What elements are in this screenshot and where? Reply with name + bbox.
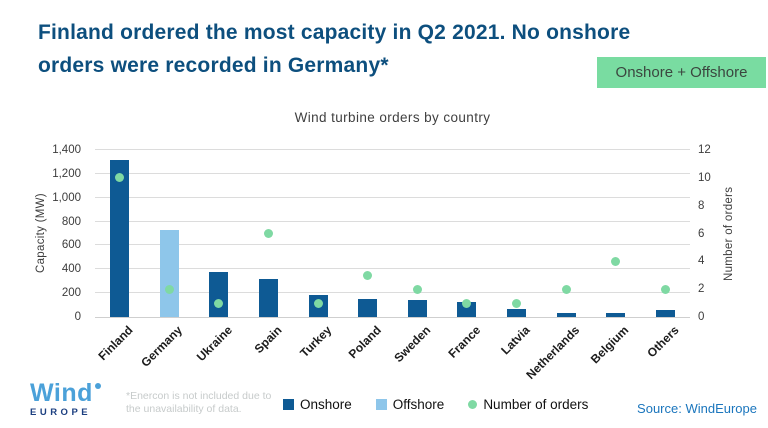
x-axis-label-others: Others xyxy=(643,323,682,361)
bar-belgium xyxy=(606,312,626,317)
x-axis-label-latvia: Latvia xyxy=(497,323,533,358)
orders-dot-belgium xyxy=(611,256,621,266)
left-axis-tick-label: 1,400 xyxy=(52,144,81,156)
x-axis-labels: Finland Germany Ukraine Spain Turkey Poland Sw… xyxy=(95,317,690,397)
bar-finland xyxy=(110,159,130,317)
gridline xyxy=(95,196,690,198)
logo-dot-icon xyxy=(94,383,101,389)
onshore-swatch-icon xyxy=(283,399,294,410)
gridline xyxy=(95,268,690,270)
gridline xyxy=(95,220,690,222)
bar-germany xyxy=(159,229,179,317)
gridline xyxy=(95,172,690,174)
legend-item-orders: Number of orders xyxy=(468,397,588,412)
right-axis-tick-label: 10 xyxy=(698,171,711,184)
x-axis-label-france: France xyxy=(445,323,483,361)
bar-poland xyxy=(358,299,378,317)
chart-title: Wind turbine orders by country xyxy=(294,110,491,125)
left-axis-tick-label: 200 xyxy=(61,287,81,300)
left-axis-tick-label: 1,200 xyxy=(52,167,81,180)
orders-dot-sweden xyxy=(412,284,422,294)
orders-dot-poland xyxy=(363,270,373,280)
footnote: *Enercon is not included due to the unav… xyxy=(126,390,272,415)
x-axis-label-belgium: Belgium xyxy=(588,323,632,367)
x-axis-label-poland: Poland xyxy=(345,323,384,362)
left-axis-tick-label: 400 xyxy=(61,263,81,276)
offshore-swatch-icon xyxy=(375,399,387,410)
bar-latvia xyxy=(506,309,526,317)
legend-label: Onshore xyxy=(300,397,352,412)
plot-area xyxy=(95,149,690,318)
right-axis-tick-label: 12 xyxy=(698,144,711,156)
bar-netherlands xyxy=(556,312,576,317)
x-axis-label-turkey: Turkey xyxy=(296,323,335,361)
orders-dot-turkey xyxy=(313,298,323,308)
page-title: Finland ordered the most capacity in Q2 … xyxy=(38,21,631,77)
windeurope-logo: Wind EUROPE xyxy=(30,381,101,418)
x-axis-label-finland: Finland xyxy=(95,323,136,364)
logo-europe-text: EUROPE xyxy=(30,407,92,418)
right-axis-tick-label: 0 xyxy=(698,311,705,323)
bar-ukraine xyxy=(209,272,229,317)
left-axis-tick-label: 0 xyxy=(74,311,81,323)
right-axis-tick-label: 6 xyxy=(698,227,705,240)
left-axis-ticks: 0 200 400 600 800 1,000 1,200 1,400 xyxy=(40,144,88,323)
orders-dot-finland xyxy=(115,173,125,183)
logo-wind-text: Wind xyxy=(30,379,93,407)
x-axis-label-ukraine: Ukraine xyxy=(193,323,235,365)
orders-swatch-icon xyxy=(468,400,478,409)
x-axis-label-spain: Spain xyxy=(251,323,285,357)
x-axis-label-sweden: Sweden xyxy=(391,323,434,365)
source-credit: Source: WindEurope xyxy=(637,401,757,416)
gridline xyxy=(95,244,690,246)
gridline xyxy=(95,292,690,294)
legend-label: Offshore xyxy=(392,397,445,412)
right-axis-tick-label: 2 xyxy=(698,283,705,296)
left-axis-tick-label: 800 xyxy=(61,215,81,228)
orders-dot-france xyxy=(462,298,472,308)
orders-dot-spain xyxy=(264,229,274,238)
right-axis-tick-label: 8 xyxy=(698,199,705,212)
scope-badge: Onshore + Offshore xyxy=(597,57,766,88)
left-axis-tick-label: 1,000 xyxy=(52,191,81,204)
bar-spain xyxy=(259,279,279,317)
orders-dot-germany xyxy=(164,284,174,294)
orders-dot-ukraine xyxy=(214,298,224,308)
chart-legend: Onshore Offshore Number of orders xyxy=(283,397,588,412)
right-axis-ticks: 0 2 4 6 8 10 12 xyxy=(698,144,728,323)
right-axis-tick-label: 4 xyxy=(698,255,705,268)
legend-label: Number of orders xyxy=(483,397,589,412)
bar-sweden xyxy=(407,299,427,317)
x-axis-label-germany: Germany xyxy=(138,323,186,370)
bar-others xyxy=(655,310,675,317)
orders-dot-netherlands xyxy=(561,284,571,294)
left-axis-tick-label: 600 xyxy=(61,239,81,252)
bar-france xyxy=(457,301,477,317)
legend-item-onshore: Onshore xyxy=(283,397,352,412)
legend-item-offshore: Offshore xyxy=(375,397,445,412)
gridline xyxy=(95,149,690,150)
orders-dot-others xyxy=(660,284,670,294)
orders-dot-latvia xyxy=(511,298,521,308)
